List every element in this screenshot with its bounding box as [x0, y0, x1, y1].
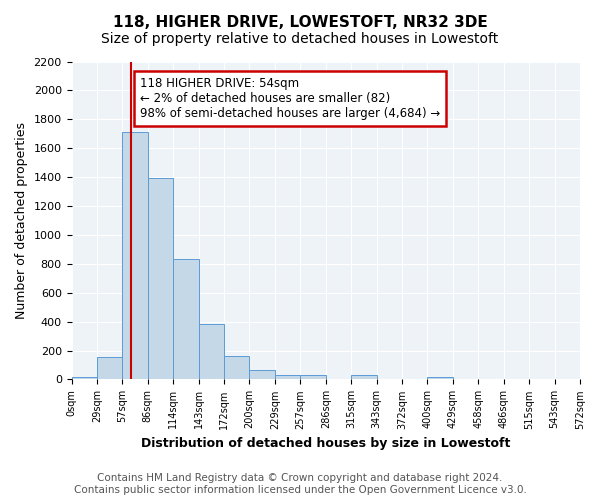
Text: Size of property relative to detached houses in Lowestoft: Size of property relative to detached ho…	[101, 32, 499, 46]
Bar	[122, 132, 148, 380]
Bar	[224, 356, 250, 380]
Bar	[173, 260, 199, 380]
Bar	[148, 178, 173, 380]
Text: 118, HIGHER DRIVE, LOWESTOFT, NR32 3DE: 118, HIGHER DRIVE, LOWESTOFT, NR32 3DE	[113, 15, 487, 30]
Bar	[97, 357, 122, 380]
X-axis label: Distribution of detached houses by size in Lowestoft: Distribution of detached houses by size …	[141, 437, 511, 450]
Text: Contains HM Land Registry data © Crown copyright and database right 2024.
Contai: Contains HM Land Registry data © Crown c…	[74, 474, 526, 495]
Bar	[250, 370, 275, 380]
Bar	[71, 376, 97, 380]
Bar	[427, 376, 453, 380]
Bar	[351, 375, 377, 380]
Text: 118 HIGHER DRIVE: 54sqm
← 2% of detached houses are smaller (82)
98% of semi-det: 118 HIGHER DRIVE: 54sqm ← 2% of detached…	[140, 78, 440, 120]
Bar	[199, 324, 224, 380]
Bar	[301, 375, 326, 380]
Bar	[275, 375, 301, 380]
Y-axis label: Number of detached properties: Number of detached properties	[15, 122, 28, 319]
